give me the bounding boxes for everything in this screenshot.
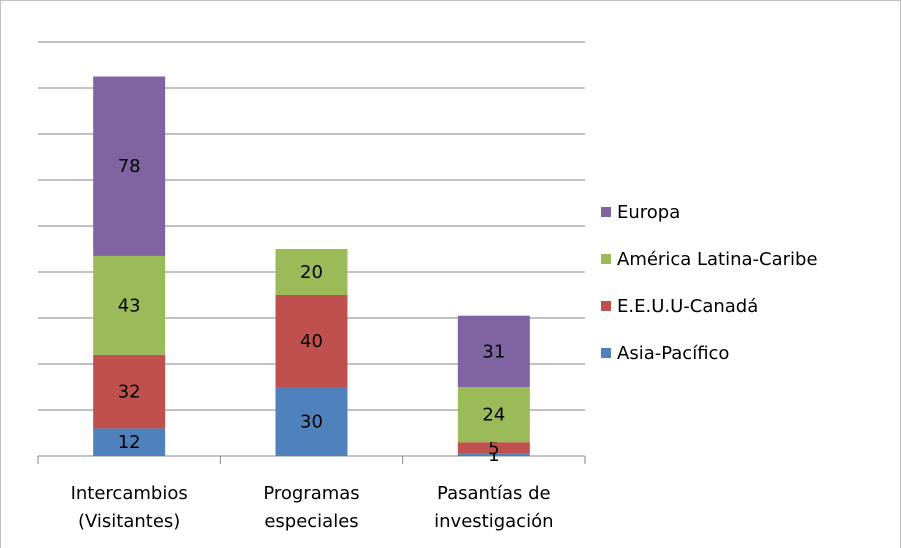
x-tick-label: Programas especiales	[263, 483, 360, 532]
data-label: 40	[300, 331, 323, 352]
data-label: 5	[488, 438, 499, 459]
data-label: 24	[482, 405, 505, 426]
bar-segment	[93, 428, 166, 456]
legend-label: E.E.U.U-Canadá	[617, 296, 758, 317]
data-label: 12	[118, 432, 141, 453]
legend-swatch	[601, 254, 611, 264]
bar-segment	[457, 315, 530, 387]
legend-label: Asia-Pacífico	[617, 343, 729, 364]
bar-segment	[275, 295, 348, 387]
bar-segment	[93, 255, 166, 355]
data-label: 43	[118, 295, 141, 316]
bar-segment	[93, 354, 166, 429]
data-label: 20	[300, 262, 323, 283]
bar-segment	[457, 442, 530, 454]
data-label: 1	[488, 445, 499, 466]
legend-swatch	[601, 207, 611, 217]
x-tick-label: Intercambios (Visitantes)	[70, 483, 188, 532]
bar-segment	[93, 76, 166, 256]
bar-segment	[275, 249, 348, 295]
bar-segment	[457, 453, 530, 456]
legend-label: Europa	[617, 202, 680, 223]
legend-label: América Latina-Caribe	[617, 249, 818, 270]
data-label: 31	[482, 341, 505, 362]
legend-swatch	[601, 301, 611, 311]
bar-segment	[275, 387, 348, 456]
data-label: 30	[300, 412, 323, 433]
bar-segment	[457, 387, 530, 443]
legend-swatch	[601, 348, 611, 358]
x-tick-label: Pasantías de investigación	[434, 483, 554, 532]
data-label: 78	[118, 156, 141, 177]
data-label: 32	[118, 382, 141, 403]
